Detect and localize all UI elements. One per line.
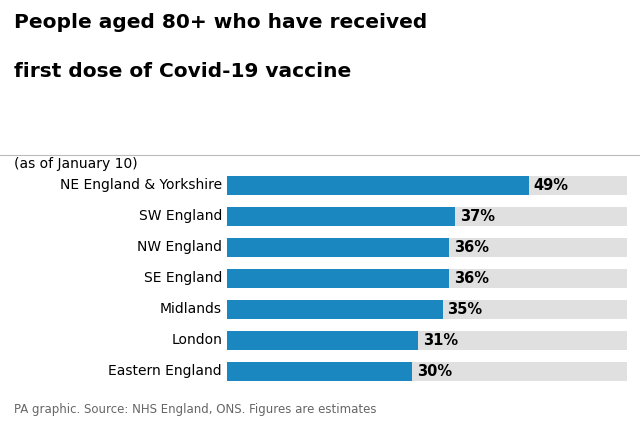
Text: SW England: SW England bbox=[139, 210, 222, 224]
Text: London: London bbox=[172, 333, 222, 347]
Text: PA graphic. Source: NHS England, ONS. Figures are estimates: PA graphic. Source: NHS England, ONS. Fi… bbox=[14, 402, 376, 416]
Bar bbox=[227, 207, 627, 226]
Text: 35%: 35% bbox=[447, 302, 483, 317]
Bar bbox=[227, 331, 418, 350]
Bar bbox=[227, 331, 627, 350]
Text: 31%: 31% bbox=[423, 333, 458, 348]
Text: 30%: 30% bbox=[417, 364, 452, 379]
Bar bbox=[227, 176, 627, 195]
Text: first dose of Covid-19 vaccine: first dose of Covid-19 vaccine bbox=[14, 62, 351, 81]
Bar bbox=[227, 238, 449, 257]
Text: 37%: 37% bbox=[460, 209, 495, 224]
Text: People aged 80+ who have received: People aged 80+ who have received bbox=[14, 13, 428, 32]
Text: Midlands: Midlands bbox=[160, 302, 222, 316]
Bar bbox=[227, 362, 412, 381]
Text: 36%: 36% bbox=[454, 240, 489, 255]
Bar bbox=[227, 362, 627, 381]
Bar bbox=[227, 238, 627, 257]
Text: 36%: 36% bbox=[454, 271, 489, 286]
Bar bbox=[227, 207, 455, 226]
Text: SE England: SE England bbox=[144, 272, 222, 285]
Text: 49%: 49% bbox=[534, 178, 569, 193]
Text: Eastern England: Eastern England bbox=[108, 364, 222, 378]
Bar bbox=[227, 300, 443, 319]
Text: (as of January 10): (as of January 10) bbox=[14, 157, 138, 171]
Bar bbox=[227, 300, 627, 319]
Bar bbox=[227, 176, 529, 195]
Text: NW England: NW England bbox=[137, 241, 222, 255]
Text: NE England & Yorkshire: NE England & Yorkshire bbox=[60, 178, 222, 193]
Bar bbox=[227, 269, 627, 288]
Bar bbox=[227, 269, 449, 288]
